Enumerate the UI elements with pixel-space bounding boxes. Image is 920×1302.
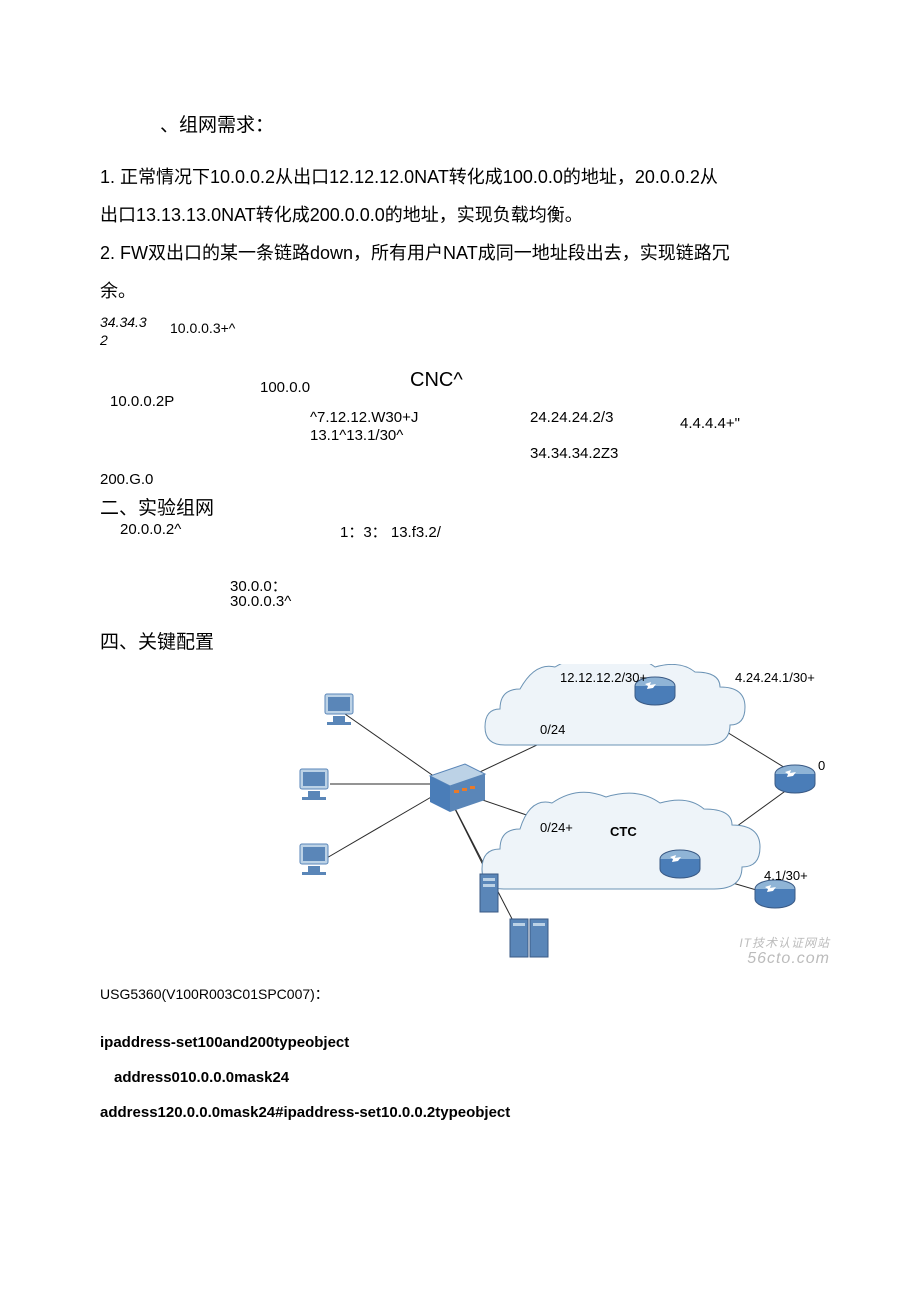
dlabel-l2: 0/24+ [540, 820, 573, 835]
mid-text-grid: 10.0.0.2P 100.0.0 CNC^ ^7.12.12.W30+J 13… [100, 347, 820, 597]
grid-ip-8: 34.34.34.2Z3 [530, 445, 618, 462]
switch-icon [430, 764, 485, 812]
cloud-ctc [482, 792, 760, 889]
grid-ip-13: 30.0.0.3^ [230, 593, 291, 610]
req-line-1: 1. 正常情况下10.0.0.2从出口12.12.12.0NAT转化成100.0… [100, 159, 820, 195]
grid-ip-9: 200.G.0 [100, 471, 153, 488]
section2-title: 二、实验组网 [100, 493, 214, 520]
grid-ip-1: 10.0.0.2P [110, 393, 174, 410]
dlabel-l1: 0/24 [540, 722, 565, 737]
num-a: 34.34.32 [100, 313, 147, 349]
router-icon-right [775, 765, 815, 793]
server-icon-1 [480, 874, 498, 912]
device-model: USG5360(V100R003C01SPC007)： [100, 984, 820, 1004]
router-icon-mid [660, 850, 700, 878]
router-icon-br [755, 880, 795, 908]
pc-icon-1 [325, 694, 353, 725]
server-icon-2 [510, 919, 548, 957]
dlabel-ctc: CTC [610, 824, 637, 839]
num-b: 10.0.0.3+^ [170, 319, 235, 337]
watermark-line2: 56cto.com [739, 950, 830, 968]
grid-ip-7: 4.4.4.4+" [680, 415, 740, 432]
dlabel-r0: 0 [818, 758, 825, 773]
grid-ip-11: 1：3： 13.f3.2/ [340, 521, 441, 542]
pc-icon-2 [300, 769, 328, 800]
grid-cnc: CNC^ [410, 369, 463, 392]
req-line-3: 2. FW双出口的某一条链路down，所有用户NAT成同一地址段出去，实现链路冗 [100, 235, 820, 271]
dlabel-tr: 4.24.24.1/30+ [735, 670, 815, 685]
grid-ip-6: 24.24.24.2/3 [530, 409, 613, 426]
grid-ip-4: ^7.12.12.W30+J [310, 409, 418, 426]
small-number-block: 34.34.32 10.0.0.3+^ [100, 313, 820, 347]
grid-ip-5: 13.1^13.1/30^ [310, 427, 403, 444]
config-line-2: address010.0.0.0mask24 [114, 1069, 820, 1086]
network-diagram: 12.12.12.2/30+ 4.24.24.1/30+ 0/24 0/24+ … [270, 664, 830, 974]
document-page: 、组网需求： 1. 正常情况下10.0.0.2从出口12.12.12.0NAT转… [0, 0, 920, 1199]
section1-title: 、组网需求： [160, 110, 820, 137]
grid-ip-2: 100.0.0 [260, 379, 310, 396]
config-line-3: address120.0.0.0mask24#ipaddress-set10.0… [100, 1104, 820, 1121]
dlabel-br: 4.1/30+ [764, 868, 808, 883]
watermark: IT技术认证网站 56cto.com [739, 937, 830, 968]
req-line-4: 余。 [100, 273, 820, 309]
section4-title: 四、关键配置 [100, 627, 820, 654]
pc-icon-3 [300, 844, 328, 875]
config-line-1: ipaddress-set100and200typeobject [100, 1034, 820, 1051]
dlabel-top: 12.12.12.2/30+ [560, 670, 647, 685]
req-line-2: 出口13.13.13.0NAT转化成200.0.0.0的地址，实现负载均衡。 [100, 197, 820, 233]
watermark-line1: IT技术认证网站 [739, 937, 830, 950]
grid-ip-10: 20.0.0.2^ [120, 521, 181, 538]
